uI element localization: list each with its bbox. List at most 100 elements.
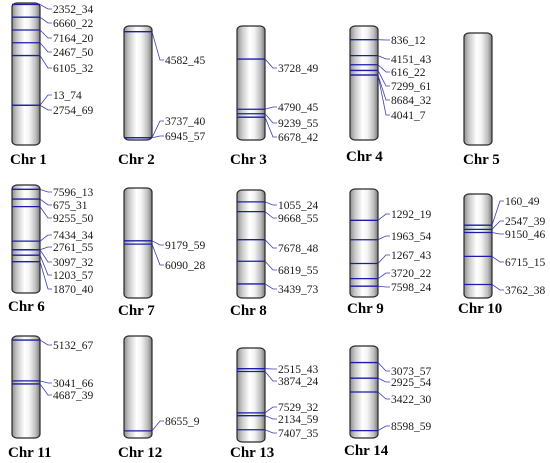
gene-leader-line — [377, 285, 390, 288]
gene-leader-line — [151, 135, 164, 139]
gene-leader-line — [39, 55, 52, 69]
gene-leader-line — [377, 362, 390, 372]
gene-leader-line — [377, 55, 390, 60]
gene-leader-line — [264, 211, 277, 219]
gene-label: 3737_40 — [165, 116, 206, 128]
chromosome-2: 4582_45 3737_40 6945_57 Chr 2 — [118, 25, 206, 168]
gene-label: 160_49 — [505, 196, 540, 208]
chromosome-name: Chr 10 — [458, 301, 502, 317]
gene-leader-line — [264, 283, 277, 290]
gene-label: 6660_22 — [53, 18, 94, 30]
gene-label: 5132_67 — [53, 340, 94, 352]
gene-label: 6105_32 — [53, 63, 94, 75]
gene-leader-line — [377, 254, 390, 264]
chromosome-12: 8655_9 Chr 12 — [118, 335, 200, 461]
gene-label: 1203_57 — [53, 270, 94, 282]
chromosome-name: Chr 14 — [344, 443, 389, 459]
gene-label: 9668_55 — [278, 213, 319, 225]
gene-label: 4790_45 — [278, 102, 319, 114]
gene-leader-line — [377, 391, 390, 400]
gene-leader-line — [491, 284, 504, 291]
gene-leader-line — [377, 64, 390, 73]
gene-leader-line — [264, 415, 277, 420]
gene-label: 836_12 — [391, 35, 426, 47]
gene-label: 3073_57 — [391, 366, 432, 378]
gene-label: 7678_48 — [278, 243, 319, 255]
chromosome-9: 1292_19 1963_54 1267_43 3720_22 7598_24 Chr 9 — [347, 188, 432, 317]
chromosome-1: 2352_34 6660_22 7164_20 2467_50 6105_32 13_74… — [10, 2, 94, 168]
gene-label: 4151_43 — [391, 54, 432, 66]
gene-label: 7407_35 — [278, 428, 319, 440]
gene-label: 2134_59 — [278, 414, 319, 426]
gene-label: 2467_50 — [53, 47, 94, 59]
gene-leader-line — [39, 255, 52, 276]
gene-label: 2547_39 — [505, 216, 546, 228]
gene-leader-line — [39, 104, 52, 111]
gene-label: 4687_39 — [53, 390, 94, 402]
gene-leader-line — [39, 4, 52, 10]
gene-leader-line — [39, 339, 52, 346]
chromosome-7: 9179_59 6090_28 Chr 7 — [118, 187, 206, 319]
chromosome-bar — [236, 25, 266, 141]
gene-label: 6090_28 — [165, 260, 206, 272]
gene-label: 616_22 — [391, 67, 426, 79]
gene-label: 2515_43 — [278, 364, 319, 376]
gene-leader-line — [377, 213, 390, 221]
gene-leader-line — [39, 246, 52, 251]
chromosome-name: Chr 11 — [8, 445, 51, 461]
gene-leader-line — [39, 94, 52, 106]
gene-label: 9239_55 — [278, 118, 319, 130]
gene-leader-line — [39, 188, 52, 193]
gene-leader-line — [39, 261, 52, 290]
chromosome-bar — [123, 25, 153, 141]
gene-label: 7299_61 — [391, 81, 432, 93]
chromosome-name: Chr 5 — [463, 152, 500, 168]
gene-leader-line — [377, 70, 390, 87]
gene-leader-line — [151, 240, 164, 246]
gene-label: 4582_45 — [165, 55, 206, 67]
gene-label: 3728_49 — [278, 63, 319, 75]
gene-leader-line — [39, 380, 52, 384]
gene-leader-line — [377, 377, 390, 383]
gene-leader-line — [491, 256, 504, 263]
chromosome-bar — [11, 2, 41, 146]
chromosome-name: Chr 7 — [118, 303, 155, 319]
gene-label: 6819_55 — [278, 265, 319, 277]
gene-label: 9255_50 — [53, 213, 94, 225]
gene-label: 1870_40 — [53, 284, 94, 296]
gene-label: 1267_43 — [391, 250, 432, 262]
gene-label: 7596_13 — [53, 187, 94, 199]
gene-leader-line — [151, 420, 164, 432]
gene-leader-line — [491, 200, 504, 226]
chromosome-bar — [123, 187, 153, 299]
gene-leader-line — [491, 220, 504, 230]
gene-label: 3720_22 — [391, 268, 432, 280]
gene-leader-line — [264, 429, 277, 434]
gene-label: 7164_20 — [53, 33, 94, 45]
gene-leader-line — [377, 425, 390, 431]
chromosome-bar — [11, 184, 41, 294]
gene-label: 3439_73 — [278, 284, 319, 296]
gene-label: 6678_42 — [278, 132, 319, 144]
gene-label: 7598_24 — [391, 282, 432, 294]
chromosome-name: Chr 9 — [347, 301, 384, 317]
gene-leader-line — [39, 206, 52, 219]
chromosome-bar — [463, 32, 493, 146]
chromosome-bar — [123, 335, 153, 439]
gene-leader-line — [377, 272, 390, 279]
gene-leader-line — [151, 120, 164, 138]
chromosome-bar — [236, 189, 266, 299]
gene-label: 1963_54 — [391, 231, 432, 243]
chromosome-bar — [236, 347, 266, 443]
gene-label: 675_31 — [53, 200, 88, 212]
gene-leader-line — [264, 117, 277, 138]
gene-label: 2352_34 — [53, 4, 94, 16]
gene-leader-line — [491, 232, 504, 235]
gene-label: 9150_46 — [505, 229, 546, 241]
